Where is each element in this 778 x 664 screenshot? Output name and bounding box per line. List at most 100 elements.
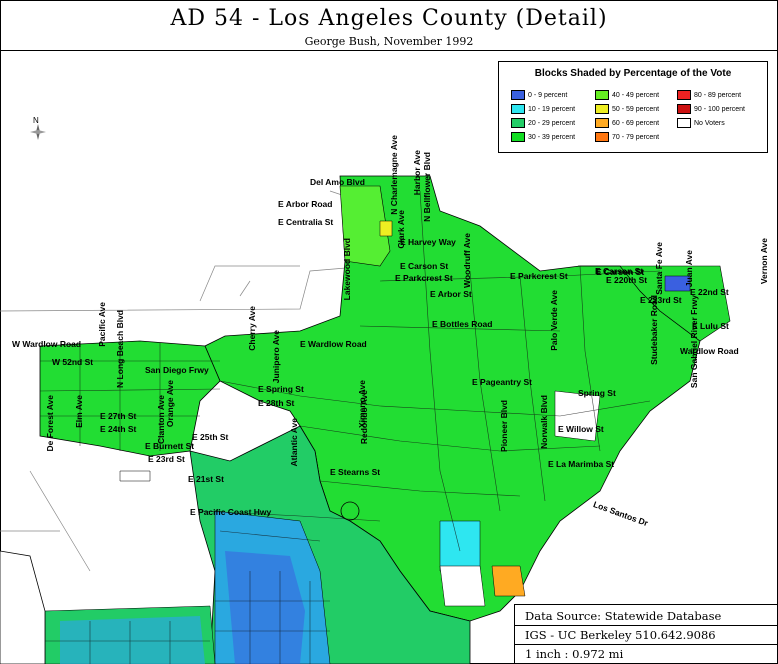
street-label: E Stearns St bbox=[330, 467, 381, 477]
street-label: Orange Ave bbox=[165, 380, 175, 428]
legend-title: Blocks Shaded by Percentage of the Vote bbox=[534, 68, 732, 79]
legend-label: 10 - 19 percent bbox=[528, 105, 576, 113]
street-label: Wardlow Road bbox=[680, 346, 739, 356]
street-label: E La Marimba St bbox=[548, 459, 615, 469]
legend-swatch bbox=[511, 104, 525, 114]
legend-swatch bbox=[511, 90, 525, 100]
legend-label: 90 - 100 percent bbox=[694, 105, 745, 113]
street-label: Spring St bbox=[578, 388, 616, 398]
legend-label: 30 - 39 percent bbox=[528, 133, 576, 141]
legend-swatch bbox=[677, 90, 691, 100]
street-label: Vernon Ave bbox=[759, 238, 769, 285]
street-label: E Spring St bbox=[258, 384, 304, 394]
district-northeast-lobe bbox=[578, 265, 731, 342]
no-voter-block-3 bbox=[119, 470, 151, 482]
street-label: Clanton Ave bbox=[156, 395, 166, 444]
street-label: E 220th St bbox=[606, 275, 648, 285]
street-label: E 22nd St bbox=[690, 287, 729, 297]
street-label: Woodruff Ave bbox=[462, 233, 472, 288]
map-subtitle: George Bush, November 1992 bbox=[304, 35, 474, 48]
street-label: E Harvey Way bbox=[400, 237, 456, 247]
west-edge-region bbox=[0, 550, 46, 664]
legend-label: 20 - 29 percent bbox=[528, 119, 576, 127]
scale-text: 1 inch : 0.972 mi bbox=[525, 647, 624, 661]
legend-swatch bbox=[677, 118, 691, 128]
street-label: San Gabriel River Frwy bbox=[689, 295, 699, 389]
legend-swatch bbox=[595, 118, 609, 128]
info-divider bbox=[515, 625, 777, 626]
data-source-text: Data Source: Statewide Database bbox=[525, 609, 722, 623]
legend-swatch bbox=[511, 118, 525, 128]
no-voter-block-2 bbox=[554, 390, 601, 442]
legend-swatch bbox=[595, 104, 609, 114]
street-label: E Carson St bbox=[595, 266, 644, 276]
legend-label: 60 - 69 percent bbox=[612, 119, 660, 127]
legend-item: 60 - 69 percent bbox=[595, 118, 659, 128]
legend-item: 20 - 29 percent bbox=[511, 118, 575, 128]
street-label: E Centralia St bbox=[278, 217, 334, 227]
legend-item: 40 - 49 percent bbox=[595, 90, 659, 100]
street-label: Studebaker Road bbox=[649, 295, 659, 365]
legend-item: 80 - 89 percent bbox=[677, 90, 741, 100]
street-label: E 28th St bbox=[258, 398, 295, 408]
street-label: Palo Verde Ave bbox=[549, 290, 559, 351]
legend-item: 50 - 59 percent bbox=[595, 104, 659, 114]
street-label: Elm Ave bbox=[74, 395, 84, 428]
legend-item: 30 - 39 percent bbox=[511, 132, 575, 142]
street-label: E Arbor Road bbox=[278, 199, 333, 209]
street-label: Junipero Ave bbox=[271, 330, 281, 384]
street-label: E 223rd St bbox=[640, 295, 682, 305]
street-label: E Wardlow Road bbox=[300, 339, 367, 349]
legend-item: 0 - 9 percent bbox=[511, 90, 567, 100]
street-label: E 27th St bbox=[100, 411, 137, 421]
street-label: N Charlemagne Ave bbox=[389, 135, 399, 215]
legend-label: 0 - 9 percent bbox=[528, 91, 568, 99]
yellow-block bbox=[379, 220, 393, 237]
street-label: E Carson St bbox=[400, 261, 449, 271]
street-label: Cherry Ave bbox=[247, 306, 257, 351]
street-label: Harbor Ave bbox=[412, 150, 422, 196]
street-label: N Bellflower Blvd bbox=[422, 152, 432, 222]
street-label: Del Amo Blvd bbox=[310, 177, 365, 187]
legend-swatch bbox=[595, 90, 609, 100]
street-label: E Willow St bbox=[558, 424, 604, 434]
legend-swatch bbox=[511, 132, 525, 142]
legend-label: 50 - 59 percent bbox=[612, 105, 660, 113]
legend-item: 70 - 79 percent bbox=[595, 132, 659, 142]
district-west bbox=[39, 340, 221, 457]
street-label: E 24th St bbox=[100, 424, 137, 434]
street-label: W 52nd St bbox=[52, 357, 94, 367]
street-label: Santa Fe Ave bbox=[654, 242, 664, 295]
low-vote-area-2 bbox=[225, 551, 305, 664]
info-divider bbox=[515, 644, 777, 645]
north-label: N bbox=[33, 116, 39, 125]
info-box: Data Source: Statewide Database IGS - UC… bbox=[514, 604, 777, 663]
organization-text: IGS - UC Berkeley 510.642.9086 bbox=[525, 628, 716, 642]
no-voter-block-1 bbox=[439, 565, 486, 607]
street-label: E Burnett St bbox=[145, 441, 195, 451]
street-label: E Bottles Road bbox=[432, 319, 493, 329]
legend-item: No Voters bbox=[677, 118, 725, 128]
street-label: Ximeno Ave bbox=[357, 380, 367, 429]
legend-label: 70 - 79 percent bbox=[612, 133, 660, 141]
legend-label: No Voters bbox=[694, 119, 725, 127]
street-label: Pioneer Blvd bbox=[499, 400, 509, 452]
district-map bbox=[0, 175, 731, 664]
street-label: San Diego Frwy bbox=[145, 365, 209, 375]
southwest-low bbox=[60, 616, 205, 664]
street-label: E 23rd St bbox=[148, 454, 185, 464]
street-label: E Arbor St bbox=[430, 289, 472, 299]
legend-swatch bbox=[677, 104, 691, 114]
street-label: Pacific Ave bbox=[97, 302, 107, 347]
street-label: W Wardlow Road bbox=[12, 339, 82, 349]
legend-label: 80 - 89 percent bbox=[694, 91, 742, 99]
map-title: AD 54 - Los Angeles County (Detail) bbox=[170, 6, 608, 31]
compass-icon bbox=[30, 124, 46, 140]
street-label: Norwalk Blvd bbox=[539, 395, 549, 449]
legend-swatch bbox=[595, 132, 609, 142]
legend-item: 90 - 100 percent bbox=[677, 104, 745, 114]
street-label: E Lulu St bbox=[692, 321, 729, 331]
street-label: Juan Ave bbox=[684, 250, 694, 288]
legend-label: 40 - 49 percent bbox=[612, 91, 660, 99]
street-label: N Long Beach Blvd bbox=[115, 310, 125, 388]
